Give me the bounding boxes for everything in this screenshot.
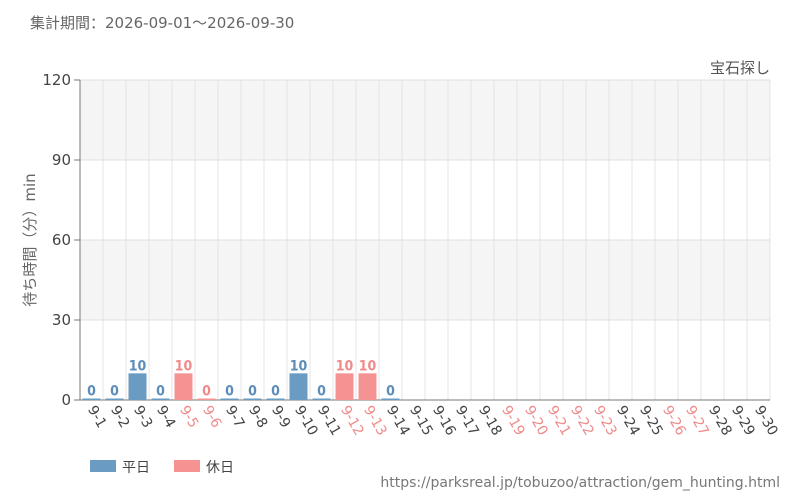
x-tick-label: 9-3 [130,403,155,431]
bar [266,398,285,400]
data-label: 10 [129,358,147,374]
y-tick-label: 30 [52,311,71,329]
bar [82,398,101,400]
data-label: 0 [156,384,165,400]
bar [312,398,331,400]
x-tick-label: 9-23 [590,403,620,439]
x-tick-label: 9-1 [84,403,109,431]
data-label: 10 [336,358,354,374]
x-tick-label: 9-24 [613,403,643,439]
data-label: 0 [271,384,280,400]
bar [243,398,262,400]
x-tick-label: 9-7 [222,403,247,431]
x-tick-label: 9-13 [360,403,390,439]
bar [220,398,239,400]
y-tick-label: 120 [42,71,71,89]
y-tick-label: 90 [52,151,71,169]
x-tick-label: 9-2 [107,403,132,431]
x-tick-label: 9-25 [636,403,666,439]
x-tick-label: 9-9 [268,403,293,431]
data-label: 0 [110,384,119,400]
y-tick-label: 0 [61,391,71,409]
x-tick-label: 9-21 [544,403,574,439]
x-tick-label: 9-28 [705,403,735,439]
x-tick-label: 9-16 [429,403,459,439]
x-tick-label: 9-6 [199,403,224,431]
chart-title: 宝石探し [710,59,770,77]
bar [128,373,147,400]
x-tick-label: 9-11 [314,403,344,439]
x-tick-label: 9-27 [682,403,712,439]
data-label: 10 [175,358,193,374]
bar [105,398,124,400]
x-tick-label: 9-18 [475,403,505,439]
bar [358,373,377,400]
bar [151,398,170,400]
source-url: https://parksreal.jp/tobuzoo/attraction/… [380,475,780,491]
x-tick-label: 9-19 [498,403,528,439]
x-tick-label: 9-4 [153,403,178,431]
legend-label-holiday: 休日 [206,460,234,476]
bar [174,373,193,400]
data-label: 0 [225,384,234,400]
y-tick-label: 60 [52,231,71,249]
x-tick-label: 9-10 [291,403,321,439]
data-label: 0 [248,384,257,400]
x-tick-label: 9-14 [383,403,413,439]
bar [289,373,308,400]
data-label: 0 [317,384,326,400]
legend-swatch-holiday [174,460,200,472]
period-label: 集計期間：2026-09-01〜2026-09-30 [30,14,295,32]
bar [381,398,400,400]
x-tick-label: 9-17 [452,403,482,439]
data-label: 0 [87,384,96,400]
data-label: 0 [202,384,211,400]
x-tick-label: 9-20 [521,403,551,439]
x-tick-label: 9-26 [659,403,689,439]
x-tick-label: 9-8 [245,403,270,431]
x-tick-label: 9-15 [406,403,436,439]
data-label: 10 [290,358,308,374]
x-tick-label: 9-29 [728,403,758,439]
bar [335,373,354,400]
y-axis-label: 待ち時間（分）min [21,173,39,306]
x-tick-label: 9-12 [337,403,367,439]
x-tick-label: 9-5 [176,403,201,431]
legend-label-weekday: 平日 [122,460,150,476]
data-label: 0 [386,384,395,400]
data-label: 10 [359,358,377,374]
x-tick-label: 9-22 [567,403,597,439]
x-tick-label: 9-30 [751,403,781,439]
legend-swatch-weekday [90,460,116,472]
bar [197,398,216,400]
